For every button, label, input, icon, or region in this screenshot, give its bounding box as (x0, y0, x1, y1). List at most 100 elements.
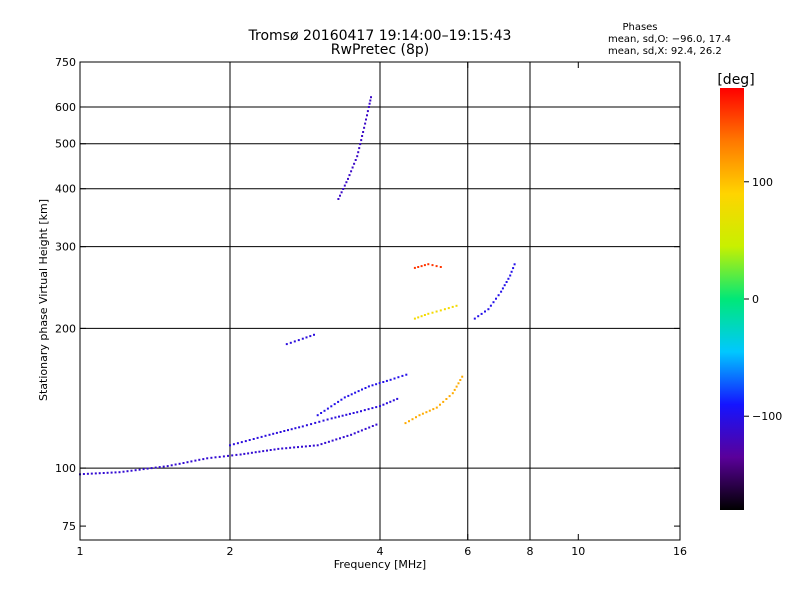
data-point (413, 317, 416, 320)
data-point (106, 471, 109, 474)
data-point (404, 422, 407, 425)
data-point (301, 337, 304, 340)
data-point (231, 454, 234, 457)
data-point (503, 284, 506, 287)
data-point (411, 418, 414, 421)
data-point (287, 429, 289, 432)
data-point (364, 122, 367, 125)
data-point (415, 416, 417, 419)
data-point (114, 471, 117, 474)
data-point (337, 400, 340, 403)
data-point (279, 431, 282, 433)
data-point (497, 294, 500, 297)
data-point (375, 383, 378, 386)
data-point (256, 436, 259, 439)
data-point (118, 471, 121, 474)
data-point (401, 374, 404, 377)
data-point (501, 287, 504, 290)
y-tick-label-5: 500 (55, 138, 76, 151)
data-point (170, 464, 173, 467)
data-point (240, 441, 243, 444)
data-point (330, 417, 333, 420)
data-point (239, 453, 242, 456)
data-point (405, 373, 408, 376)
data-point (316, 414, 319, 417)
data-point (338, 415, 340, 418)
data-point (461, 375, 464, 378)
data-point (451, 392, 454, 395)
data-point (281, 447, 284, 450)
data-point (214, 456, 217, 459)
data-point (477, 315, 480, 318)
chart-title: Tromsø 20160417 19:14:00–19:15:43 (248, 28, 512, 44)
data-point (304, 445, 307, 448)
data-point (337, 198, 340, 200)
data-point (431, 264, 434, 267)
data-point (368, 426, 371, 429)
data-point (357, 430, 360, 433)
data-point (333, 403, 336, 406)
data-point (326, 407, 329, 410)
data-point (331, 439, 334, 442)
data-point (427, 263, 430, 266)
data-point (236, 442, 239, 445)
y-tick-label-7: 750 (55, 56, 76, 69)
data-point (509, 274, 512, 277)
data-point (513, 263, 516, 266)
data-point (316, 444, 319, 447)
data-point (206, 457, 209, 460)
data-point (423, 314, 426, 316)
data-point (382, 381, 385, 383)
data-point (352, 412, 355, 414)
data-point (356, 411, 359, 414)
data-point (435, 310, 438, 313)
colorbar: 100 0 −100 (720, 88, 782, 510)
data-point (330, 405, 333, 408)
data-point (82, 473, 85, 475)
data-point (389, 400, 392, 403)
data-point (360, 410, 362, 413)
data-point (427, 312, 430, 315)
data-point (371, 425, 374, 427)
data-point (353, 432, 356, 435)
data-point (250, 451, 253, 454)
data-point (351, 166, 354, 169)
data-point (354, 159, 357, 161)
colorbar-tick-label-1: 0 (752, 293, 759, 306)
data-point (260, 435, 263, 438)
data-point (339, 437, 341, 440)
data-point (218, 455, 221, 458)
y-tick-label-1: 100 (55, 462, 76, 475)
data-point (289, 446, 292, 449)
data-point (247, 452, 250, 455)
data-point (343, 184, 346, 187)
colorbar-tick-label-0: 100 (752, 176, 773, 189)
data-point (273, 448, 276, 451)
series-5 (404, 375, 464, 425)
data-point (457, 382, 460, 385)
data-point (484, 310, 486, 313)
data-point (369, 99, 372, 102)
data-point (397, 376, 400, 379)
x-tick-label-1: 2 (227, 545, 234, 558)
x-tick-label-0: 1 (77, 545, 84, 558)
data-point (343, 396, 346, 399)
data-point (455, 385, 458, 388)
data-point (360, 429, 363, 432)
data-point (289, 341, 292, 344)
data-point (285, 447, 288, 450)
data-point (297, 339, 300, 342)
data-point (378, 382, 381, 385)
data-point (367, 385, 370, 388)
x-axis-label: Frequency [MHz] (334, 558, 426, 571)
data-point (182, 462, 185, 464)
data-point (235, 453, 238, 456)
data-point (258, 450, 261, 453)
data-point (442, 400, 445, 403)
data-point (314, 421, 317, 424)
data-point (283, 430, 286, 432)
data-point (455, 304, 458, 307)
data-point (417, 316, 420, 319)
data-point (382, 403, 385, 406)
